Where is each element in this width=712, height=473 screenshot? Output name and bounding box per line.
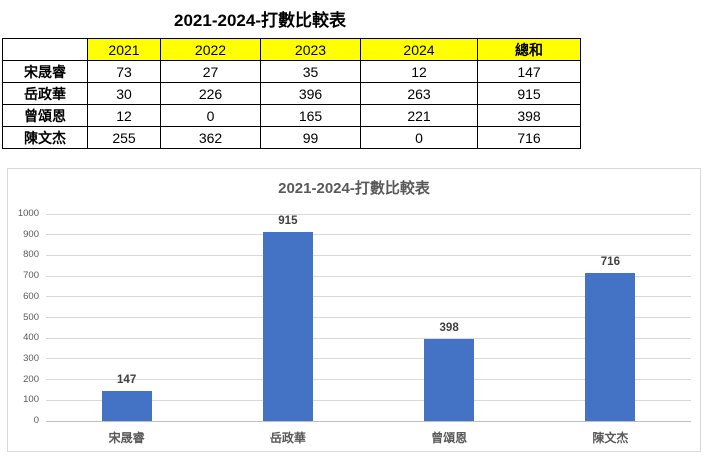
data-label: 716: [600, 256, 620, 268]
table-cell: 0: [160, 104, 261, 127]
table-cell: 263: [360, 82, 478, 105]
table-cell: 27: [160, 60, 261, 83]
gridline: [46, 213, 691, 215]
gridline: [46, 254, 691, 256]
gridline: [46, 399, 691, 401]
x-category-label: 曾頌恩: [431, 431, 468, 445]
table-cell: 30: [87, 82, 161, 105]
table-cell: 147: [477, 60, 581, 83]
data-label: 147: [117, 374, 137, 386]
table-body: 宋晟睿 73 27 35 12 147 岳政華 30 226 396 263 915 曾頌恩 12 0 165…: [2, 60, 581, 149]
table-cell: 35: [260, 60, 361, 83]
data-label: 915: [278, 215, 298, 227]
column-header-2021: 2021: [87, 38, 161, 61]
y-tick-label: 800: [23, 249, 39, 261]
bar-岳政華: [262, 232, 313, 421]
table-cell: 226: [160, 82, 261, 105]
table-cell: 362: [160, 126, 261, 149]
table-row: 曾頌恩 12 0 165 221 398: [2, 104, 581, 127]
x-axis-line: [46, 420, 691, 422]
row-name: 陳文杰: [2, 126, 88, 149]
table-cell: 73: [87, 60, 161, 83]
table-cell: 716: [477, 126, 581, 149]
table-row: 陳文杰 255 362 99 0 716: [2, 126, 581, 149]
x-category-label: 陳文杰: [592, 431, 629, 445]
column-header-總和: 總和: [477, 38, 581, 61]
gridline: [46, 358, 691, 360]
y-tick-label: 700: [23, 270, 39, 282]
gridline: [46, 234, 691, 236]
table-header-row: 2021 2022 2023 2024 總和: [2, 38, 581, 61]
y-tick-label: 500: [23, 311, 39, 323]
column-header-2022: 2022: [160, 38, 261, 61]
y-tick-label: 200: [23, 373, 39, 385]
y-tick-label: 900: [23, 228, 39, 240]
table-cell: 0: [360, 126, 478, 149]
gridline: [46, 296, 691, 298]
row-name: 岳政華: [2, 82, 88, 105]
data-label: 398: [439, 322, 459, 334]
x-category-label: 岳政華: [269, 431, 306, 445]
chart-title: 2021-2024-打數比較表: [278, 180, 430, 197]
row-name: 曾頌恩: [2, 104, 88, 127]
column-header-2023: 2023: [260, 38, 361, 61]
table-cell: 915: [477, 82, 581, 105]
table-cell: 221: [360, 104, 478, 127]
row-name: 宋晟睿: [2, 60, 88, 83]
table-cell: 12: [360, 60, 478, 83]
table-cell: 398: [477, 104, 581, 127]
table-row: 宋晟睿 73 27 35 12 147: [2, 60, 581, 83]
table-cell: 396: [260, 82, 361, 105]
x-category-label: 宋晟睿: [108, 431, 145, 445]
y-tick-label: 300: [23, 352, 39, 364]
column-header-2024: 2024: [360, 38, 478, 61]
y-tick-label: 100: [23, 394, 39, 406]
comparison-table: 2021 2022 2023 2024 總和 宋晟睿 73 27 35 12 147 岳政華 30 22…: [2, 38, 581, 149]
bar-chart: 2021-2024-打數比較表 0 100 200 300 400 500 600 700 80…: [7, 168, 701, 452]
gridline: [46, 379, 691, 381]
table-cell: 255: [87, 126, 161, 149]
y-tick-label: 1000: [17, 208, 39, 219]
gridline: [46, 317, 691, 318]
plot-area: [46, 213, 691, 422]
y-tick-label: 600: [23, 290, 39, 302]
page-title: 2021-2024-打數比較表: [174, 11, 346, 30]
y-tick-label: 0: [33, 415, 39, 426]
bar-陳文杰: [585, 273, 636, 421]
table-cell: 165: [260, 104, 361, 127]
gridline: [46, 337, 691, 339]
table-cell: 99: [260, 126, 361, 149]
y-tick-label: 400: [23, 332, 39, 344]
bar-宋晟睿: [101, 391, 152, 421]
table-cell: 12: [87, 104, 161, 127]
table-row: 岳政華 30 226 396 263 915: [2, 82, 581, 105]
bar-曾頌恩: [424, 339, 475, 421]
gridline: [46, 275, 691, 277]
corner-cell: [2, 38, 88, 61]
